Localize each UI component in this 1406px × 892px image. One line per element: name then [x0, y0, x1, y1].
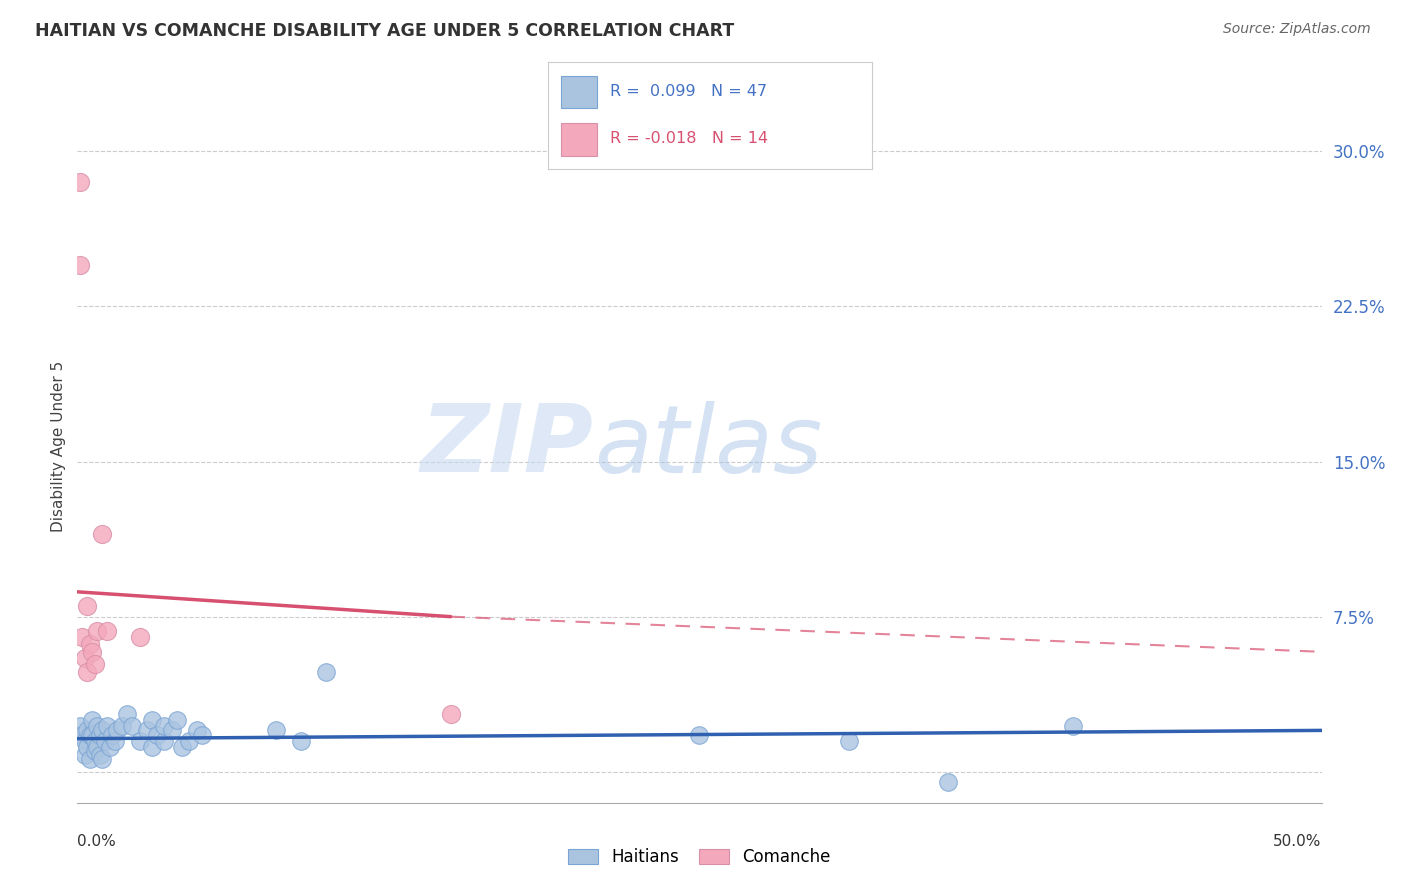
Point — [136, 723, 159, 738]
Point — [73, 733, 96, 747]
Point — [69, 258, 91, 272]
Point — [76, 599, 98, 614]
Legend: Haitians, Comanche: Haitians, Comanche — [568, 847, 831, 866]
Point — [73, 651, 96, 665]
Point — [91, 723, 114, 738]
Point — [166, 713, 188, 727]
Point — [72, 630, 94, 644]
Point — [69, 719, 91, 733]
Point — [146, 727, 169, 741]
Point — [83, 657, 105, 672]
Point — [290, 733, 312, 747]
Point — [128, 733, 150, 747]
Text: R = -0.018   N = 14: R = -0.018 N = 14 — [610, 131, 768, 146]
Point — [111, 719, 134, 733]
Point — [186, 723, 208, 738]
Point — [96, 719, 118, 733]
Point — [179, 733, 201, 747]
Point — [191, 727, 214, 741]
Point — [838, 733, 860, 747]
Y-axis label: Disability Age Under 5: Disability Age Under 5 — [51, 360, 66, 532]
Point — [76, 723, 98, 738]
Point — [73, 748, 96, 763]
Text: R =  0.099   N = 47: R = 0.099 N = 47 — [610, 85, 766, 99]
Point — [101, 727, 124, 741]
Point — [91, 752, 114, 766]
Point — [170, 739, 193, 754]
Point — [76, 739, 98, 754]
Point — [315, 665, 337, 680]
Text: Source: ZipAtlas.com: Source: ZipAtlas.com — [1223, 22, 1371, 37]
Point — [82, 727, 104, 741]
Text: 50.0%: 50.0% — [1274, 834, 1322, 849]
FancyBboxPatch shape — [561, 123, 596, 155]
Point — [153, 719, 176, 733]
Point — [79, 636, 101, 650]
Point — [141, 739, 163, 754]
Point — [69, 175, 91, 189]
Point — [86, 624, 108, 639]
Point — [83, 744, 105, 758]
Point — [83, 733, 105, 747]
Point — [79, 752, 101, 766]
FancyBboxPatch shape — [561, 77, 596, 109]
Point — [689, 727, 711, 741]
Point — [121, 719, 143, 733]
Point — [98, 739, 121, 754]
Point — [153, 733, 176, 747]
Point — [86, 719, 108, 733]
Point — [105, 723, 128, 738]
Point — [82, 645, 104, 659]
Point — [938, 775, 960, 789]
Text: ZIP: ZIP — [420, 400, 593, 492]
Point — [96, 624, 118, 639]
Text: atlas: atlas — [593, 401, 823, 491]
Point — [89, 727, 111, 741]
Point — [76, 665, 98, 680]
Text: HAITIAN VS COMANCHE DISABILITY AGE UNDER 5 CORRELATION CHART: HAITIAN VS COMANCHE DISABILITY AGE UNDER… — [35, 22, 734, 40]
Point — [82, 713, 104, 727]
Point — [104, 733, 127, 747]
Point — [160, 723, 183, 738]
Point — [128, 630, 150, 644]
Point — [79, 727, 101, 741]
Point — [72, 727, 94, 741]
Point — [266, 723, 288, 738]
Point — [440, 706, 463, 721]
Point — [115, 706, 138, 721]
Point — [1062, 719, 1084, 733]
Text: 0.0%: 0.0% — [77, 834, 117, 849]
Point — [86, 739, 108, 754]
Point — [93, 733, 115, 747]
Point — [89, 748, 111, 763]
Point — [141, 713, 163, 727]
Point — [91, 527, 114, 541]
